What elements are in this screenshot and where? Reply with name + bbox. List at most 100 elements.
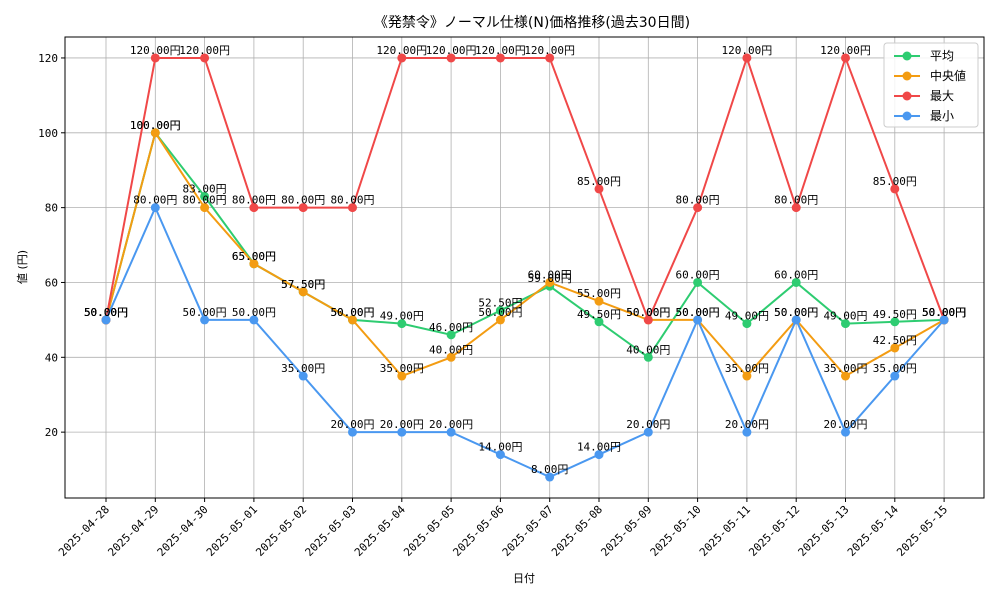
data-label: 14.00円 bbox=[478, 441, 522, 454]
data-label: 50.00円 bbox=[774, 306, 818, 319]
y-tick-label: 100 bbox=[38, 127, 58, 140]
data-label: 100.00円 bbox=[130, 119, 181, 132]
data-point bbox=[742, 371, 752, 381]
data-label: 50.00円 bbox=[774, 306, 818, 319]
data-point bbox=[298, 371, 308, 381]
data-label: 50.00円 bbox=[676, 306, 720, 319]
data-point bbox=[791, 277, 801, 287]
data-point bbox=[150, 203, 160, 213]
series-line bbox=[105, 130, 945, 359]
data-label: 49.00円 bbox=[725, 310, 769, 323]
data-point bbox=[150, 53, 160, 63]
data-point bbox=[495, 450, 505, 460]
x-tick-label: 2025-04-29 bbox=[105, 503, 161, 559]
data-point bbox=[101, 315, 111, 325]
data-label: 57.50円 bbox=[281, 278, 325, 291]
data-label: 65.00円 bbox=[232, 250, 276, 263]
data-label: 55.00円 bbox=[577, 287, 621, 300]
data-label: 120.00円 bbox=[130, 44, 181, 57]
series-line bbox=[105, 130, 945, 378]
legend-label: 最大 bbox=[930, 89, 954, 103]
x-tick-label: 2025-05-03 bbox=[303, 503, 359, 559]
data-label: 49.50円 bbox=[873, 308, 917, 321]
legend-swatch-marker bbox=[902, 71, 912, 81]
data-label: 50.00円 bbox=[626, 306, 670, 319]
x-tick-label: 2025-05-15 bbox=[894, 503, 950, 559]
data-point bbox=[150, 128, 160, 138]
series-line bbox=[105, 54, 946, 323]
data-label: 120.00円 bbox=[722, 44, 773, 57]
data-label: 49.50円 bbox=[577, 308, 621, 321]
data-point bbox=[495, 53, 505, 63]
data-label: 49.00円 bbox=[823, 310, 867, 323]
data-label: 20.00円 bbox=[330, 418, 374, 431]
legend-item: 最小 bbox=[894, 109, 954, 123]
data-label: 83.00円 bbox=[183, 182, 227, 195]
data-label: 85.00円 bbox=[873, 175, 917, 188]
data-label: 14.00円 bbox=[577, 441, 621, 454]
chart-title: 《発禁令》ノーマル仕様(N)価格推移(過去30日間) bbox=[374, 15, 690, 31]
data-label: 50.00円 bbox=[84, 306, 128, 319]
data-label: 20.00円 bbox=[823, 418, 867, 431]
data-label: 120.00円 bbox=[820, 44, 871, 57]
x-tick-label: 2025-05-02 bbox=[253, 503, 309, 559]
x-tick-label: 2025-05-08 bbox=[549, 503, 605, 559]
data-label: 120.00円 bbox=[426, 44, 477, 57]
data-point bbox=[742, 427, 752, 437]
y-tick-label: 60 bbox=[45, 276, 58, 289]
x-tick-label: 2025-05-10 bbox=[648, 503, 704, 559]
data-label: 35.00円 bbox=[281, 362, 325, 375]
data-label: 50.00円 bbox=[922, 306, 966, 319]
legend-box bbox=[883, 42, 979, 128]
legend-swatch-marker bbox=[902, 91, 912, 101]
data-point bbox=[890, 343, 900, 353]
data-label: 50.00円 bbox=[676, 306, 720, 319]
data-point bbox=[249, 315, 259, 325]
data-label: 80.00円 bbox=[232, 194, 276, 207]
data-point bbox=[594, 296, 604, 306]
data-point bbox=[545, 53, 555, 63]
data-point bbox=[397, 371, 407, 381]
data-label: 60.00円 bbox=[676, 268, 720, 281]
y-tick-label: 120 bbox=[38, 52, 58, 65]
data-label: 59.00円 bbox=[528, 272, 572, 285]
data-label: 80.00円 bbox=[676, 194, 720, 207]
data-label: 50.00円 bbox=[183, 306, 227, 319]
data-label: 50.00円 bbox=[330, 306, 374, 319]
data-point bbox=[594, 317, 604, 327]
x-tick-label: 2025-04-28 bbox=[56, 503, 112, 559]
data-label: 85.00円 bbox=[577, 175, 621, 188]
legend-item: 中央値 bbox=[894, 68, 966, 83]
data-point bbox=[890, 371, 900, 381]
data-point bbox=[643, 427, 653, 437]
series-1 bbox=[101, 128, 949, 381]
data-point bbox=[200, 53, 210, 63]
data-label: 35.00円 bbox=[823, 362, 867, 375]
legend-label: 中央値 bbox=[930, 68, 966, 83]
data-label: 50.00円 bbox=[478, 306, 522, 319]
data-label: 42.50円 bbox=[873, 334, 917, 347]
legend-item: 平均 bbox=[894, 49, 954, 63]
data-point bbox=[643, 352, 653, 362]
data-point bbox=[890, 184, 900, 194]
data-label: 20.00円 bbox=[380, 418, 424, 431]
legend-swatch-marker bbox=[902, 111, 912, 121]
data-label: 50.00円 bbox=[232, 306, 276, 319]
data-label: 120.00円 bbox=[376, 44, 427, 57]
y-tick-label: 80 bbox=[45, 202, 58, 215]
data-label: 8.00円 bbox=[531, 463, 569, 476]
legend-label: 最小 bbox=[930, 109, 954, 123]
data-point bbox=[249, 259, 259, 269]
data-point bbox=[693, 315, 703, 325]
legend-swatch-marker bbox=[902, 51, 912, 61]
data-label: 60.00円 bbox=[774, 268, 818, 281]
data-point bbox=[841, 371, 850, 381]
y-tick-label: 40 bbox=[45, 351, 58, 364]
data-label: 60.00円 bbox=[528, 268, 572, 281]
data-point bbox=[495, 315, 505, 325]
data-label: 46.00円 bbox=[429, 321, 473, 334]
data-label: 35.00円 bbox=[725, 362, 769, 375]
data-label: 35.00円 bbox=[873, 362, 917, 375]
x-axis-label: 日付 bbox=[513, 572, 535, 585]
